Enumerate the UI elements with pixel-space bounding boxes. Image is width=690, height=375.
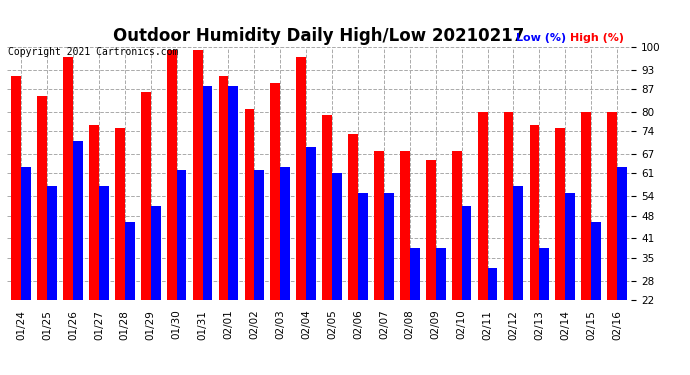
Bar xyxy=(280,167,290,300)
Bar xyxy=(617,167,627,300)
Bar xyxy=(125,222,135,300)
Bar xyxy=(435,248,446,300)
Bar xyxy=(358,193,368,300)
Text: Low (%): Low (%) xyxy=(515,33,566,43)
Bar xyxy=(228,86,238,300)
Bar xyxy=(306,147,316,300)
Bar xyxy=(177,170,186,300)
Bar xyxy=(203,86,213,300)
Bar xyxy=(477,112,488,300)
Bar xyxy=(400,151,410,300)
Bar xyxy=(115,128,125,300)
Bar xyxy=(99,186,109,300)
Bar xyxy=(47,186,57,300)
Bar xyxy=(167,50,177,300)
Bar xyxy=(150,206,161,300)
Bar xyxy=(348,135,358,300)
Bar xyxy=(462,206,471,300)
Bar xyxy=(296,57,306,300)
Bar xyxy=(513,186,523,300)
Bar xyxy=(540,248,549,300)
Bar xyxy=(141,92,150,300)
Bar xyxy=(73,141,83,300)
Text: Copyright 2021 Cartronics.com: Copyright 2021 Cartronics.com xyxy=(8,47,179,57)
Bar xyxy=(488,267,497,300)
Bar xyxy=(607,112,617,300)
Title: Outdoor Humidity Daily High/Low 20210217: Outdoor Humidity Daily High/Low 20210217 xyxy=(113,27,525,45)
Bar xyxy=(21,167,31,300)
Bar xyxy=(332,174,342,300)
Bar xyxy=(384,193,394,300)
Bar xyxy=(63,57,73,300)
Bar xyxy=(565,193,575,300)
Bar xyxy=(37,96,47,300)
Bar xyxy=(582,112,591,300)
Bar xyxy=(426,160,435,300)
Bar xyxy=(270,82,280,300)
Text: High (%): High (%) xyxy=(571,33,624,43)
Bar xyxy=(504,112,513,300)
Bar xyxy=(529,125,540,300)
Bar xyxy=(591,222,601,300)
Bar xyxy=(89,125,99,300)
Bar xyxy=(410,248,420,300)
Bar xyxy=(452,151,462,300)
Bar xyxy=(255,170,264,300)
Bar xyxy=(322,115,332,300)
Bar xyxy=(219,76,228,300)
Bar xyxy=(555,128,565,300)
Bar xyxy=(244,108,255,300)
Bar xyxy=(11,76,21,300)
Bar xyxy=(193,50,203,300)
Bar xyxy=(374,151,384,300)
